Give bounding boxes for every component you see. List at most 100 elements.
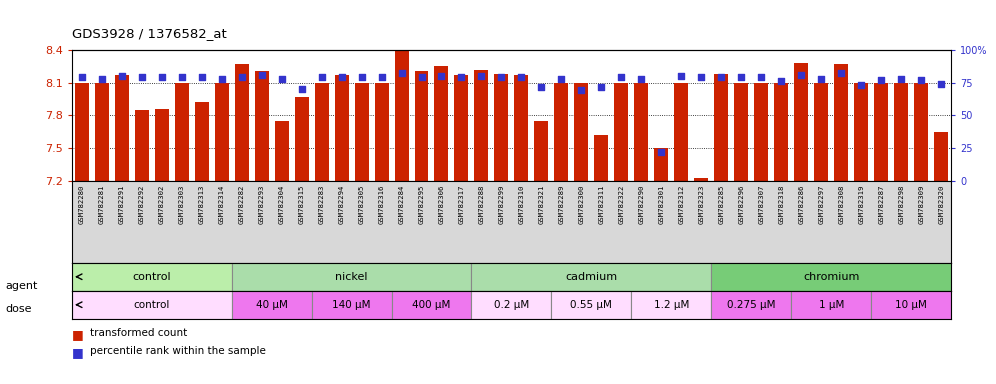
Point	[234, 74, 250, 81]
Point	[433, 73, 449, 79]
Bar	[835, 64, 849, 181]
Bar	[791, 291, 872, 319]
Text: GSM782301: GSM782301	[658, 185, 664, 224]
Bar	[654, 148, 668, 181]
Point	[773, 78, 789, 84]
Text: GSM782319: GSM782319	[859, 185, 865, 224]
Text: GSM782310: GSM782310	[519, 185, 525, 224]
Point	[933, 81, 949, 87]
Text: GSM782315: GSM782315	[299, 185, 305, 224]
Text: agent: agent	[5, 281, 38, 291]
Text: ■: ■	[72, 328, 84, 341]
Text: cadmium: cadmium	[566, 272, 618, 282]
Bar	[72, 291, 232, 319]
Bar	[575, 83, 589, 181]
Text: GSM782304: GSM782304	[279, 185, 285, 224]
Bar	[615, 83, 628, 181]
Text: GSM782283: GSM782283	[319, 185, 325, 224]
Point	[354, 74, 370, 81]
Point	[413, 74, 429, 81]
Bar	[934, 132, 948, 181]
Text: GSM782312: GSM782312	[678, 185, 684, 224]
Point	[153, 74, 169, 81]
Point	[873, 77, 889, 83]
Point	[834, 70, 850, 76]
Bar	[774, 83, 788, 181]
Text: 1 μM: 1 μM	[819, 300, 844, 310]
Point	[453, 74, 469, 81]
Bar	[312, 291, 391, 319]
Point	[893, 76, 909, 82]
Point	[133, 74, 149, 81]
Bar	[711, 263, 951, 291]
Point	[534, 83, 550, 89]
Point	[274, 76, 290, 82]
Bar	[711, 291, 791, 319]
Bar	[474, 70, 488, 181]
Bar	[115, 75, 128, 181]
Text: GSM782281: GSM782281	[99, 185, 105, 224]
Point	[114, 73, 129, 79]
Point	[693, 74, 709, 81]
Point	[594, 83, 610, 89]
Text: GSM782313: GSM782313	[198, 185, 204, 224]
Text: percentile rank within the sample: percentile rank within the sample	[90, 346, 266, 356]
Text: GSM782293: GSM782293	[259, 185, 265, 224]
Bar	[391, 291, 471, 319]
Bar	[555, 83, 569, 181]
Bar	[214, 83, 229, 181]
Text: GSM782306: GSM782306	[438, 185, 444, 224]
Bar	[95, 83, 109, 181]
Text: 0.275 μM: 0.275 μM	[727, 300, 776, 310]
Bar	[235, 64, 249, 181]
Point	[574, 88, 590, 94]
Bar	[335, 75, 349, 181]
Text: GSM782298: GSM782298	[898, 185, 904, 224]
Point	[314, 74, 330, 81]
Bar	[694, 177, 708, 181]
Bar	[914, 83, 928, 181]
Bar	[494, 74, 508, 181]
Bar	[535, 121, 549, 181]
Text: GSM782297: GSM782297	[819, 185, 825, 224]
Text: GSM782299: GSM782299	[498, 185, 504, 224]
Bar	[315, 83, 329, 181]
Text: nickel: nickel	[336, 272, 368, 282]
Text: GSM782318: GSM782318	[778, 185, 784, 224]
Text: GSM782300: GSM782300	[579, 185, 585, 224]
Point	[673, 73, 689, 79]
Bar	[255, 71, 269, 181]
Bar	[275, 121, 289, 181]
Text: 140 μM: 140 μM	[333, 300, 371, 310]
Bar	[471, 263, 711, 291]
Bar	[894, 83, 908, 181]
Text: GSM782287: GSM782287	[878, 185, 884, 224]
Bar	[595, 135, 609, 181]
Point	[913, 77, 929, 83]
Bar	[552, 291, 631, 319]
Text: GSM782294: GSM782294	[339, 185, 345, 224]
Bar	[734, 83, 748, 181]
Text: transformed count: transformed count	[90, 328, 187, 338]
Text: GSM782292: GSM782292	[138, 185, 144, 224]
Text: control: control	[132, 272, 171, 282]
Text: ■: ■	[72, 346, 84, 359]
Text: GSM782320: GSM782320	[938, 185, 944, 224]
Text: 400 μM: 400 μM	[412, 300, 450, 310]
Text: control: control	[133, 300, 170, 310]
Bar	[754, 83, 768, 181]
Text: GSM782289: GSM782289	[559, 185, 565, 224]
Text: 0.2 μM: 0.2 μM	[494, 300, 529, 310]
Text: 0.55 μM: 0.55 μM	[571, 300, 613, 310]
Text: GSM782308: GSM782308	[839, 185, 845, 224]
Point	[193, 74, 209, 81]
Text: GSM782316: GSM782316	[378, 185, 384, 224]
Bar	[414, 71, 428, 181]
Text: chromium: chromium	[803, 272, 860, 282]
Text: 40 μM: 40 μM	[256, 300, 288, 310]
Point	[514, 74, 530, 81]
Point	[793, 72, 809, 78]
Point	[493, 74, 509, 81]
Text: GSM782284: GSM782284	[398, 185, 404, 224]
Point	[633, 76, 649, 82]
